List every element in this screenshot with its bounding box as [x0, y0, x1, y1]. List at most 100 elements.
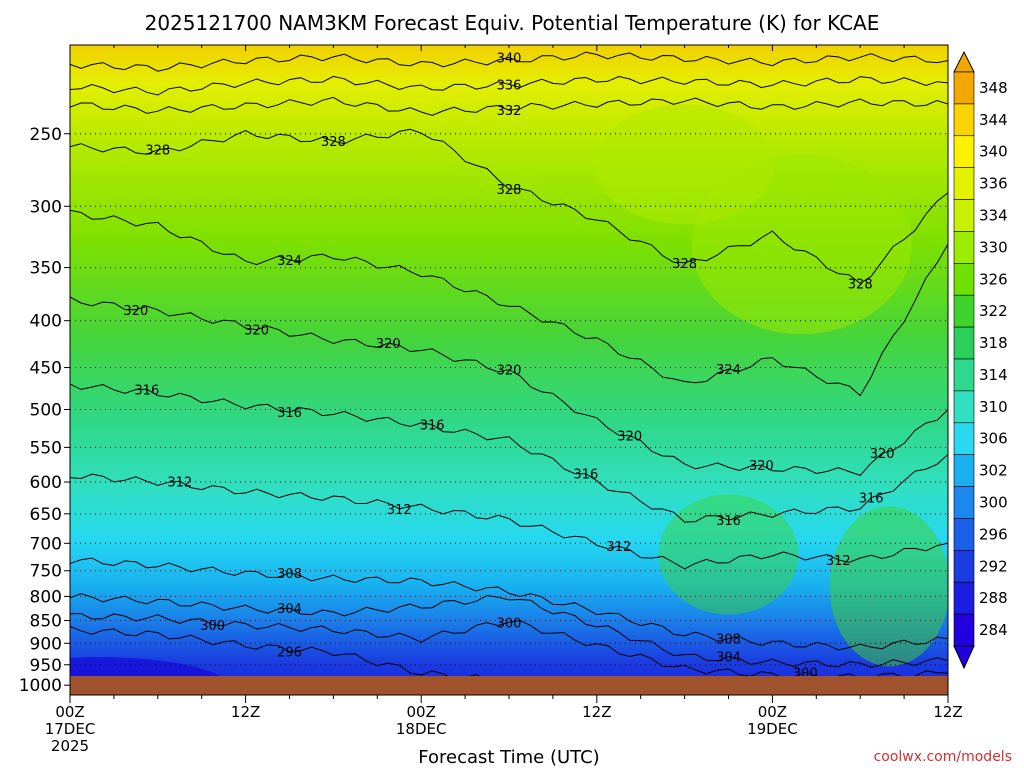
isotherm-label: 328 — [321, 135, 346, 150]
isotherm-label: 316 — [420, 419, 445, 434]
colorbar-swatch — [953, 454, 975, 487]
y-tick-label: 700 — [30, 534, 62, 554]
isotherm-label: 308 — [716, 633, 741, 648]
chart-title: 2025121700 NAM3KM Forecast Equiv. Potent… — [145, 11, 880, 35]
colorbar-swatch — [953, 613, 975, 647]
isotherm-label: 316 — [573, 468, 598, 483]
colorbar-label: 302 — [979, 462, 1008, 480]
x-tick-label: 00Z — [407, 703, 436, 721]
colorbar-arrow-top — [953, 50, 975, 73]
colorbar-label: 318 — [979, 334, 1008, 352]
isotherm-label: 340 — [497, 51, 522, 66]
colorbar-label: 288 — [979, 589, 1008, 607]
colorbar-label: 326 — [979, 270, 1008, 288]
colorbar-swatch — [953, 103, 975, 137]
colorbar-label: 336 — [979, 175, 1008, 193]
isotherm-label: 312 — [606, 540, 631, 555]
colorbar-swatch — [953, 199, 975, 232]
x-axis-label: Forecast Time (UTC) — [418, 747, 599, 768]
isotherm-328 — [70, 128, 948, 285]
isotherm-label: 332 — [497, 104, 522, 119]
colorbar-arrow-bottom — [953, 645, 975, 670]
colorbar-label: 306 — [979, 430, 1008, 448]
isotherm-label: 324 — [716, 363, 741, 378]
colorbar-swatch — [953, 581, 975, 615]
y-tick-label: 400 — [30, 312, 62, 332]
isotherm-label: 328 — [145, 144, 170, 159]
colorbar-swatch — [953, 550, 975, 583]
x-tick-label: 19DEC — [747, 720, 798, 738]
credit-label: coolwx.com/models — [874, 749, 1012, 765]
isotherm-label: 312 — [387, 503, 412, 518]
y-tick-label: 350 — [30, 259, 62, 279]
isotherm-label: 316 — [859, 492, 884, 507]
x-tick-label: 18DEC — [396, 720, 447, 738]
y-tick-label: 850 — [30, 612, 62, 632]
isotherm-label: 320 — [749, 459, 774, 474]
colorbar-label: 314 — [979, 366, 1008, 384]
isotherm-316 — [70, 383, 948, 523]
isotherm-label: 304 — [716, 650, 741, 665]
colorbar-label: 348 — [979, 79, 1008, 97]
colorbar-label: 300 — [979, 494, 1008, 512]
y-tick-label: 800 — [30, 587, 62, 607]
isotherm-label: 316 — [716, 514, 741, 529]
isotherm-label: 320 — [376, 337, 401, 352]
isotherm-label: 296 — [277, 646, 302, 661]
isotherm-label: 300 — [497, 616, 522, 631]
colorbar-swatch — [953, 71, 975, 105]
colorbar-swatch — [953, 486, 975, 519]
colorbar-label: 334 — [979, 207, 1008, 225]
colorbar-swatch — [953, 294, 975, 328]
y-tick-label: 950 — [30, 656, 62, 676]
y-tick-label: 300 — [30, 197, 62, 217]
colorbar-swatch — [953, 135, 975, 168]
colorbar-swatch — [953, 358, 975, 392]
isotherm-label: 320 — [617, 430, 642, 445]
colorbar-label: 322 — [979, 302, 1008, 320]
y-tick-label: 500 — [30, 400, 62, 420]
isotherm-label: 336 — [497, 78, 522, 93]
isotherm-312 — [70, 473, 948, 570]
y-tick-label: 550 — [30, 438, 62, 458]
field-blotch — [658, 494, 799, 615]
colorbar-swatch — [953, 518, 975, 551]
isotherm-label: 328 — [848, 277, 873, 292]
colorbar-swatch — [953, 167, 975, 200]
x-tick-label: 12Z — [582, 703, 611, 721]
colorbar-label: 344 — [979, 111, 1008, 129]
isotherm-label: 320 — [497, 364, 522, 379]
x-tick-label: 00Z — [758, 703, 787, 721]
isotherm-label: 304 — [277, 602, 302, 617]
colorbar-swatch — [953, 231, 975, 264]
isotherm-308 — [70, 557, 948, 651]
y-tick-label: 600 — [30, 473, 62, 493]
x-tick-label: 00Z — [55, 703, 84, 721]
y-tick-label: 1000 — [19, 676, 62, 696]
isotherm-336 — [70, 75, 948, 96]
y-tick-label: 750 — [30, 562, 62, 582]
y-tick-label: 900 — [30, 634, 62, 654]
colorbar-label: 330 — [979, 238, 1008, 256]
field-blotch — [829, 506, 948, 667]
colorbar-swatch — [953, 390, 975, 424]
field-blotch — [594, 104, 775, 225]
y-tick-label: 450 — [30, 359, 62, 379]
isotherm-label: 328 — [672, 257, 697, 272]
isotherm-324 — [70, 209, 948, 397]
isotherm-340 — [70, 51, 948, 72]
isotherm-label: 328 — [497, 183, 522, 198]
isotherm-332 — [70, 96, 948, 116]
colorbar-swatch — [953, 422, 975, 455]
colorbar-label: 284 — [979, 621, 1008, 639]
y-tick-label: 650 — [30, 505, 62, 525]
isotherm-label: 320 — [870, 447, 895, 462]
isotherm-label: 320 — [244, 324, 269, 339]
isotherm-320 — [70, 296, 948, 476]
isotherm-label: 316 — [134, 383, 159, 398]
isotherm-label: 312 — [826, 554, 851, 569]
x-tick-label: 12Z — [231, 703, 260, 721]
colorbar-label: 310 — [979, 398, 1008, 416]
isotherm-label: 316 — [277, 406, 302, 421]
